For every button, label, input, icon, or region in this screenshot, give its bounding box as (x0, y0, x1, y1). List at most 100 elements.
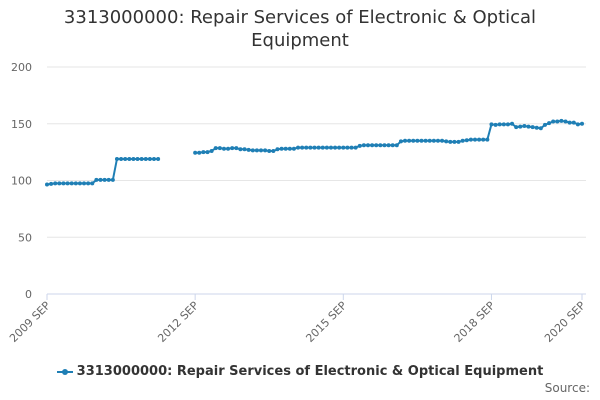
data-point (234, 146, 239, 151)
data-point (123, 156, 128, 161)
data-point (497, 122, 502, 127)
x-tick-label: 2009 SEP (7, 299, 53, 345)
source-label[interactable]: Source: (544, 381, 590, 395)
data-point (456, 139, 461, 144)
data-point (221, 146, 226, 151)
data-point (205, 150, 210, 155)
data-point (296, 145, 301, 150)
data-point (90, 181, 95, 186)
data-point (580, 121, 584, 126)
data-point (131, 156, 136, 161)
data-point (468, 137, 473, 142)
data-point (501, 122, 506, 127)
data-point (291, 146, 296, 151)
data-point (411, 138, 416, 143)
data-point (403, 138, 408, 143)
data-point (386, 143, 391, 148)
series-layer (45, 118, 584, 187)
data-point (477, 137, 482, 142)
data-point (77, 181, 82, 186)
data-point (374, 143, 379, 148)
data-point (246, 147, 251, 152)
data-point (304, 145, 309, 150)
data-point (567, 120, 572, 125)
data-point (135, 156, 140, 161)
data-point (82, 181, 87, 186)
data-point (152, 156, 156, 161)
data-point (378, 143, 383, 148)
data-point (143, 156, 148, 161)
data-point (114, 156, 119, 161)
legend-swatch-icon (56, 368, 73, 375)
data-point (481, 137, 486, 142)
data-point (575, 122, 580, 127)
data-point (530, 125, 535, 130)
y-tick-labels: 0 50 100 150 200 (11, 61, 32, 301)
x-tick-label: 2018 SEP (452, 299, 498, 345)
data-point (45, 182, 49, 187)
data-point (366, 143, 370, 148)
data-point (345, 145, 350, 150)
data-point (518, 124, 523, 129)
legend-label: 3313000000: Repair Services of Electroni… (76, 364, 544, 379)
data-point (555, 119, 560, 124)
data-point (357, 143, 362, 148)
y-tick-label: 100 (11, 175, 32, 188)
data-point (522, 124, 527, 129)
data-point (563, 119, 568, 124)
data-point (119, 156, 124, 161)
data-point (440, 138, 445, 143)
data-point (526, 124, 531, 129)
data-point (254, 148, 259, 153)
data-point (423, 138, 428, 143)
data-point (287, 146, 292, 151)
data-point (147, 156, 152, 161)
data-point (217, 146, 222, 151)
data-point (485, 137, 490, 142)
data-point (271, 148, 276, 153)
data-point (156, 156, 161, 161)
data-point (407, 138, 412, 143)
data-point (390, 143, 395, 148)
data-point (197, 150, 202, 155)
x-tick-label: 2020 SEP (542, 299, 588, 345)
data-point (230, 146, 235, 151)
data-point (213, 146, 218, 151)
data-point (127, 156, 132, 161)
data-point (106, 177, 111, 182)
data-point (337, 145, 342, 150)
data-point (308, 145, 313, 150)
data-point (427, 138, 432, 143)
data-point (435, 138, 440, 143)
data-point (370, 143, 375, 148)
data-point (382, 143, 387, 148)
data-point (312, 145, 317, 150)
data-point (473, 137, 477, 142)
data-point (510, 121, 515, 126)
data-point (489, 122, 494, 127)
data-point (226, 146, 231, 151)
chart-title: 3313000000: Repair Services of Electroni… (63, 7, 537, 51)
y-tick-label: 200 (11, 61, 32, 74)
data-point (320, 145, 325, 150)
y-tick-label: 150 (11, 118, 32, 131)
data-point (505, 122, 510, 127)
data-point (53, 181, 58, 186)
data-point (542, 122, 547, 127)
data-point (259, 148, 263, 153)
series-line (46, 119, 583, 186)
data-point (49, 181, 54, 186)
data-point (98, 177, 103, 182)
data-point (349, 145, 354, 150)
data-point (316, 145, 321, 150)
data-point (300, 145, 305, 150)
y-tick-label: 0 (25, 288, 32, 301)
grid-layer (47, 66, 586, 238)
data-point (419, 138, 424, 143)
data-point (460, 138, 465, 143)
legend-item[interactable]: 3313000000: Repair Services of Electroni… (0, 364, 600, 379)
data-point (94, 177, 99, 182)
data-point (398, 139, 403, 144)
data-point (267, 148, 272, 153)
